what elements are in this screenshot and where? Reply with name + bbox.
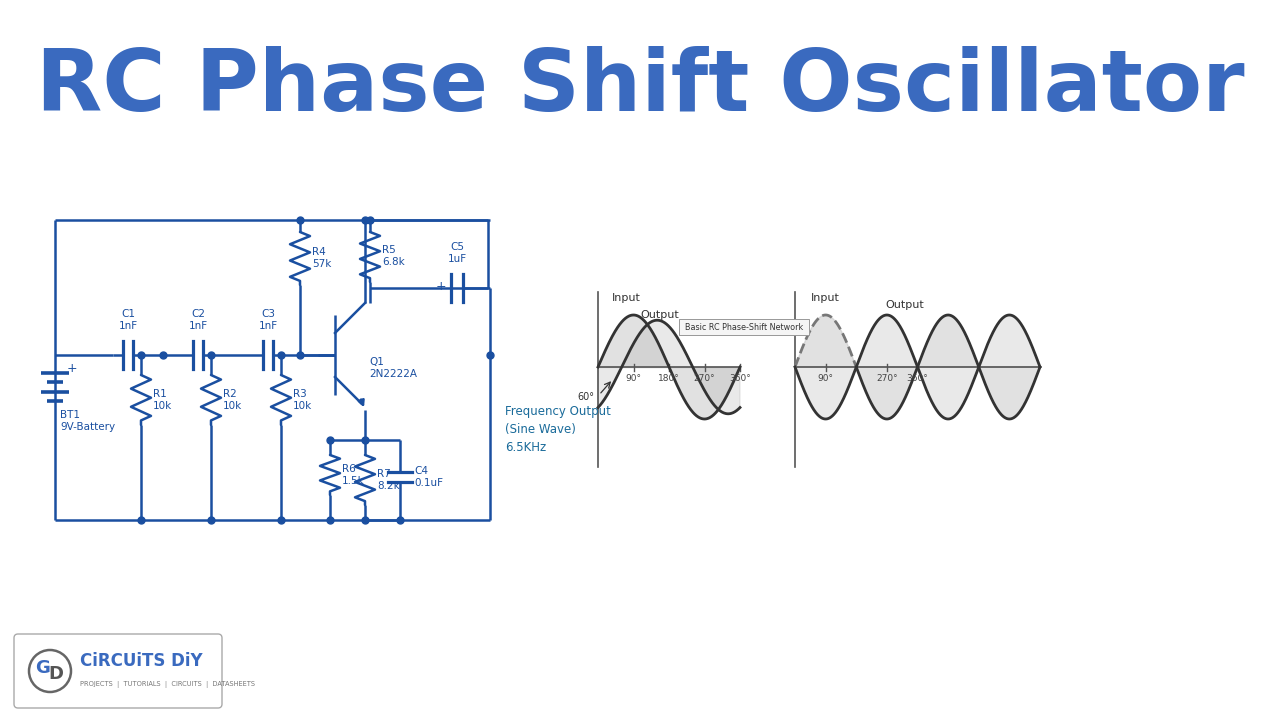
Text: R3
10k: R3 10k <box>293 390 312 411</box>
Text: C2
1nF: C2 1nF <box>188 310 207 331</box>
Text: RC Phase Shift Oscillator: RC Phase Shift Oscillator <box>36 47 1244 130</box>
Text: R5
6.8k: R5 6.8k <box>381 246 404 267</box>
Text: R4
57k: R4 57k <box>312 247 332 269</box>
Text: BT1
9V-Battery: BT1 9V-Battery <box>60 410 115 431</box>
Text: 60°: 60° <box>577 392 594 402</box>
Text: PROJECTS  |  TUTORIALS  |  CIRCUITS  |  DATASHEETS: PROJECTS | TUTORIALS | CIRCUITS | DATASH… <box>79 680 255 688</box>
Text: 180°: 180° <box>658 374 680 383</box>
Text: Q1
2N2222A: Q1 2N2222A <box>369 357 417 379</box>
Text: 270°: 270° <box>694 374 716 383</box>
FancyBboxPatch shape <box>678 319 809 335</box>
Text: R6
1.5k: R6 1.5k <box>342 464 365 486</box>
Text: R2
10k: R2 10k <box>223 390 242 411</box>
Text: C1
1nF: C1 1nF <box>119 310 137 331</box>
Text: (Sine Wave): (Sine Wave) <box>506 423 576 436</box>
Text: Input: Input <box>612 293 640 303</box>
Text: C5
1uF: C5 1uF <box>448 243 467 264</box>
Text: Output: Output <box>886 300 924 310</box>
Text: Frequency Output: Frequency Output <box>506 405 611 418</box>
Text: R7
8.2k: R7 8.2k <box>378 469 399 491</box>
Text: C4
0.1uF: C4 0.1uF <box>413 467 443 488</box>
Text: Basic RC Phase-Shift Network: Basic RC Phase-Shift Network <box>685 323 803 331</box>
Text: +: + <box>67 362 78 376</box>
Text: Output: Output <box>640 310 680 320</box>
Text: 90°: 90° <box>626 374 641 383</box>
Text: 360°: 360° <box>906 374 928 383</box>
Text: D: D <box>49 665 64 683</box>
Text: CiRCUiTS DiY: CiRCUiTS DiY <box>79 652 202 670</box>
Text: C3
1nF: C3 1nF <box>259 310 278 331</box>
Text: R1
10k: R1 10k <box>154 390 173 411</box>
FancyBboxPatch shape <box>14 634 221 708</box>
Text: 360°: 360° <box>730 374 751 383</box>
Text: 90°: 90° <box>818 374 833 383</box>
Text: Input: Input <box>810 293 840 303</box>
Text: 270°: 270° <box>876 374 897 383</box>
Text: 6.5KHz: 6.5KHz <box>506 441 547 454</box>
Text: G: G <box>36 659 50 677</box>
Text: +: + <box>435 279 447 292</box>
